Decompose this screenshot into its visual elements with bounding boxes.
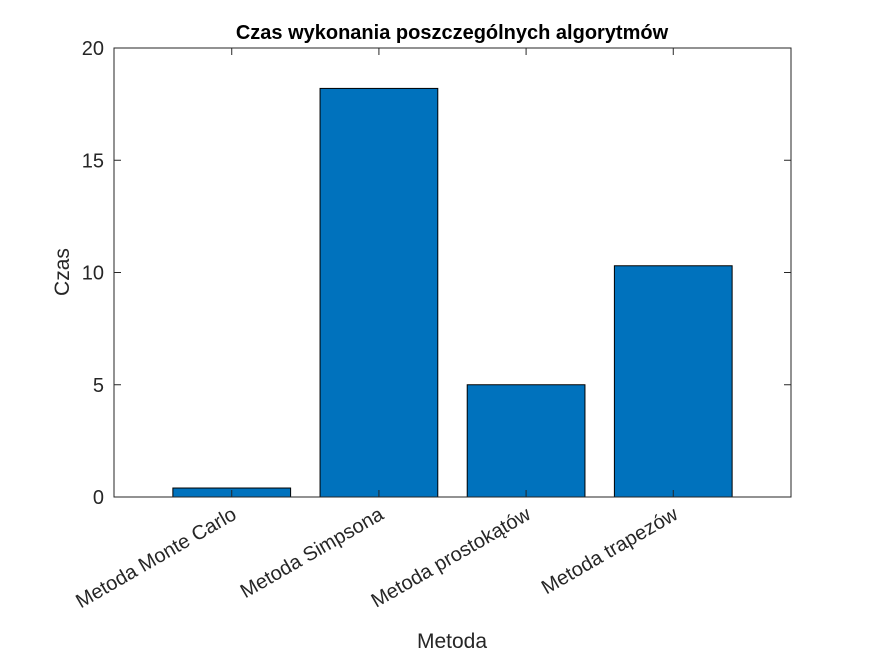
y-tick-label: 20: [82, 38, 104, 60]
x-axis-label: Metoda: [417, 630, 487, 653]
y-axis-label: Czas: [51, 248, 74, 296]
bar-2: [319, 87, 439, 498]
y-tick-label: 10: [82, 263, 104, 285]
y-tick-label: 5: [93, 375, 104, 397]
x-tick-label: Metoda prostokątów: [368, 503, 535, 612]
y-tick-label: 0: [93, 487, 104, 509]
y-tick-label: 15: [82, 150, 104, 172]
x-tick-label: Metoda Monte Carlo: [72, 503, 240, 613]
bar-4: [613, 265, 733, 498]
bar-3: [466, 384, 586, 498]
chart-title: Czas wykonania poszczególnych algorytmów: [236, 22, 669, 44]
x-tick-label: Metoda trapezów: [538, 503, 682, 599]
bars-layer: [172, 87, 733, 498]
x-tick-label: Metoda Simpsona: [237, 503, 388, 603]
ticks-layer: [114, 47, 791, 498]
